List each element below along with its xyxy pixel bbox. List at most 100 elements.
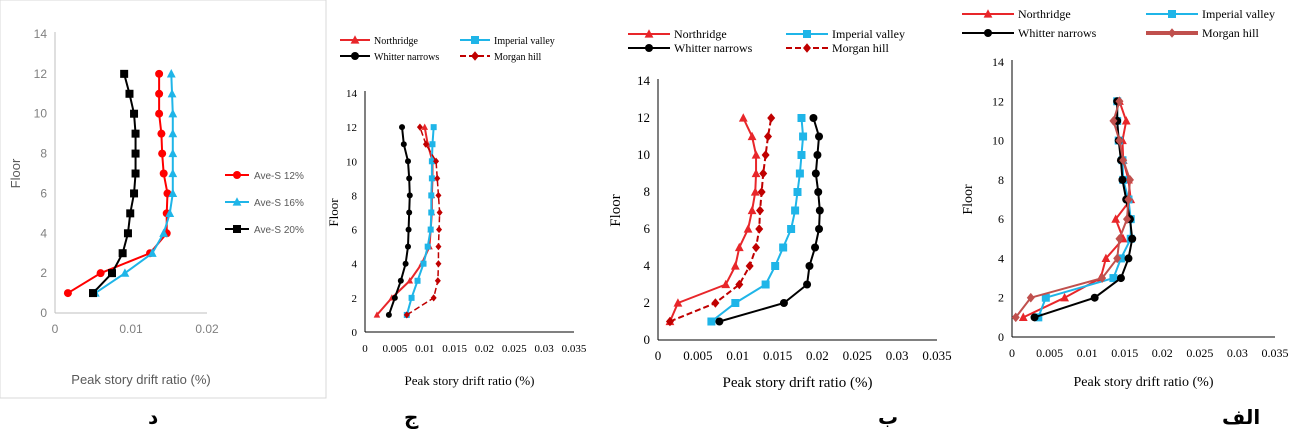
data-point-2 (803, 280, 812, 289)
data-point-1 (159, 228, 169, 237)
data-point-0 (751, 168, 761, 178)
y-tick-label: 6 (644, 221, 651, 236)
data-point-2 (400, 141, 407, 148)
x-tick-label: 0.02 (1152, 346, 1173, 360)
series-line-2 (387, 127, 411, 316)
x-tick-label: 0.01 (1077, 346, 1098, 360)
data-point-3 (433, 157, 440, 165)
x-tick-label: 0.005 (683, 348, 712, 363)
data-point-0 (155, 109, 164, 118)
data-point-1 (427, 226, 434, 233)
data-point-1 (428, 209, 435, 216)
data-point-0 (747, 131, 757, 141)
y-tick-label: 12 (34, 67, 48, 81)
x-tick-label: 0.035 (562, 343, 587, 355)
data-point-2 (814, 188, 823, 196)
x-tick-label: 0.015 (763, 348, 792, 363)
data-point-3 (759, 168, 768, 179)
series-line-0 (669, 117, 758, 322)
y-tick-label: 6 (40, 186, 47, 200)
data-point-2 (131, 169, 140, 178)
x-tick-label: 0.005 (1036, 346, 1063, 360)
data-point-0 (158, 149, 167, 158)
y-axis-label: Floor (326, 198, 341, 227)
data-point-3 (430, 294, 437, 302)
data-point-3 (756, 205, 765, 216)
panel-letter-alef: الف (1222, 405, 1261, 429)
y-tick-label: 14 (637, 73, 651, 88)
y-tick-label: 8 (352, 190, 358, 202)
legend-marker (232, 197, 242, 206)
legend-marker (644, 29, 654, 38)
legend-marker (984, 29, 992, 37)
legend-label: Northridge (674, 27, 727, 41)
data-point-2 (404, 158, 411, 165)
series-line-3 (406, 126, 441, 316)
legend-label: Whitter narrows (674, 41, 753, 55)
x-tick-label: 0 (655, 348, 662, 363)
data-point-2 (811, 243, 820, 252)
chart-panel-j: 0 2 4 6 8 10 12 14 0 0.005 0.01 0.015 0.02 0.025 0.03 0… (326, 35, 587, 388)
data-point-1 (799, 132, 808, 141)
data-point-3 (435, 243, 442, 251)
y-tick-label: 4 (998, 251, 1004, 265)
legend-marker (1168, 28, 1176, 38)
data-point-0 (1101, 253, 1111, 263)
data-point-2 (406, 192, 413, 199)
data-point-3 (436, 225, 443, 234)
x-tick-label: 0.025 (502, 343, 527, 355)
data-point-3 (757, 187, 766, 197)
legend-label: Imperial valley (1202, 7, 1275, 21)
data-point-0 (373, 311, 381, 318)
legend-marker (1168, 10, 1176, 18)
data-point-0 (730, 261, 740, 270)
data-point-3 (1109, 116, 1118, 126)
y-tick-label: 6 (998, 212, 1004, 226)
x-tick-label: 0.03 (886, 348, 909, 363)
data-point-2 (130, 189, 139, 198)
data-point-1 (430, 124, 437, 131)
y-tick-label: 0 (40, 306, 47, 320)
data-point-1 (707, 317, 716, 326)
y-axis-label: Floor (8, 158, 23, 188)
x-tick-label: 0.005 (382, 343, 407, 355)
data-point-0 (1060, 292, 1069, 302)
x-tick-label: 0.01 (726, 348, 749, 363)
data-point-2 (1118, 175, 1127, 184)
data-point-2 (809, 114, 818, 122)
data-point-0 (750, 187, 760, 196)
data-point-1 (1109, 274, 1118, 283)
data-point-3 (1115, 233, 1124, 244)
data-point-1 (168, 108, 178, 118)
data-point-2 (125, 89, 134, 98)
data-point-3 (1125, 175, 1134, 185)
data-point-1 (166, 69, 176, 78)
y-tick-label: 2 (352, 293, 358, 305)
legend-marker (233, 171, 241, 179)
data-point-3 (764, 131, 773, 142)
data-point-0 (155, 69, 164, 78)
legend-marker (645, 44, 653, 52)
data-point-3 (1113, 253, 1122, 264)
y-tick-label: 14 (346, 88, 358, 100)
legend-marker (803, 43, 811, 53)
data-point-1 (428, 175, 435, 182)
y-tick-label: 0 (352, 327, 358, 339)
data-point-3 (435, 260, 442, 268)
data-point-2 (1124, 254, 1133, 263)
data-point-3 (1124, 194, 1133, 205)
data-point-2 (1030, 313, 1039, 322)
data-point-3 (1122, 214, 1131, 224)
data-point-1 (1041, 293, 1050, 302)
legend-label: Imperial valley (494, 36, 555, 47)
chart-frame (0, 0, 327, 399)
data-point-1 (424, 243, 431, 250)
data-point-2 (131, 149, 140, 158)
data-point-3 (1115, 135, 1124, 146)
data-point-2 (126, 209, 135, 218)
data-point-1 (795, 169, 804, 178)
data-point-1 (791, 206, 800, 215)
data-point-2 (397, 277, 404, 284)
data-point-0 (1018, 312, 1028, 321)
data-point-2 (715, 317, 724, 326)
